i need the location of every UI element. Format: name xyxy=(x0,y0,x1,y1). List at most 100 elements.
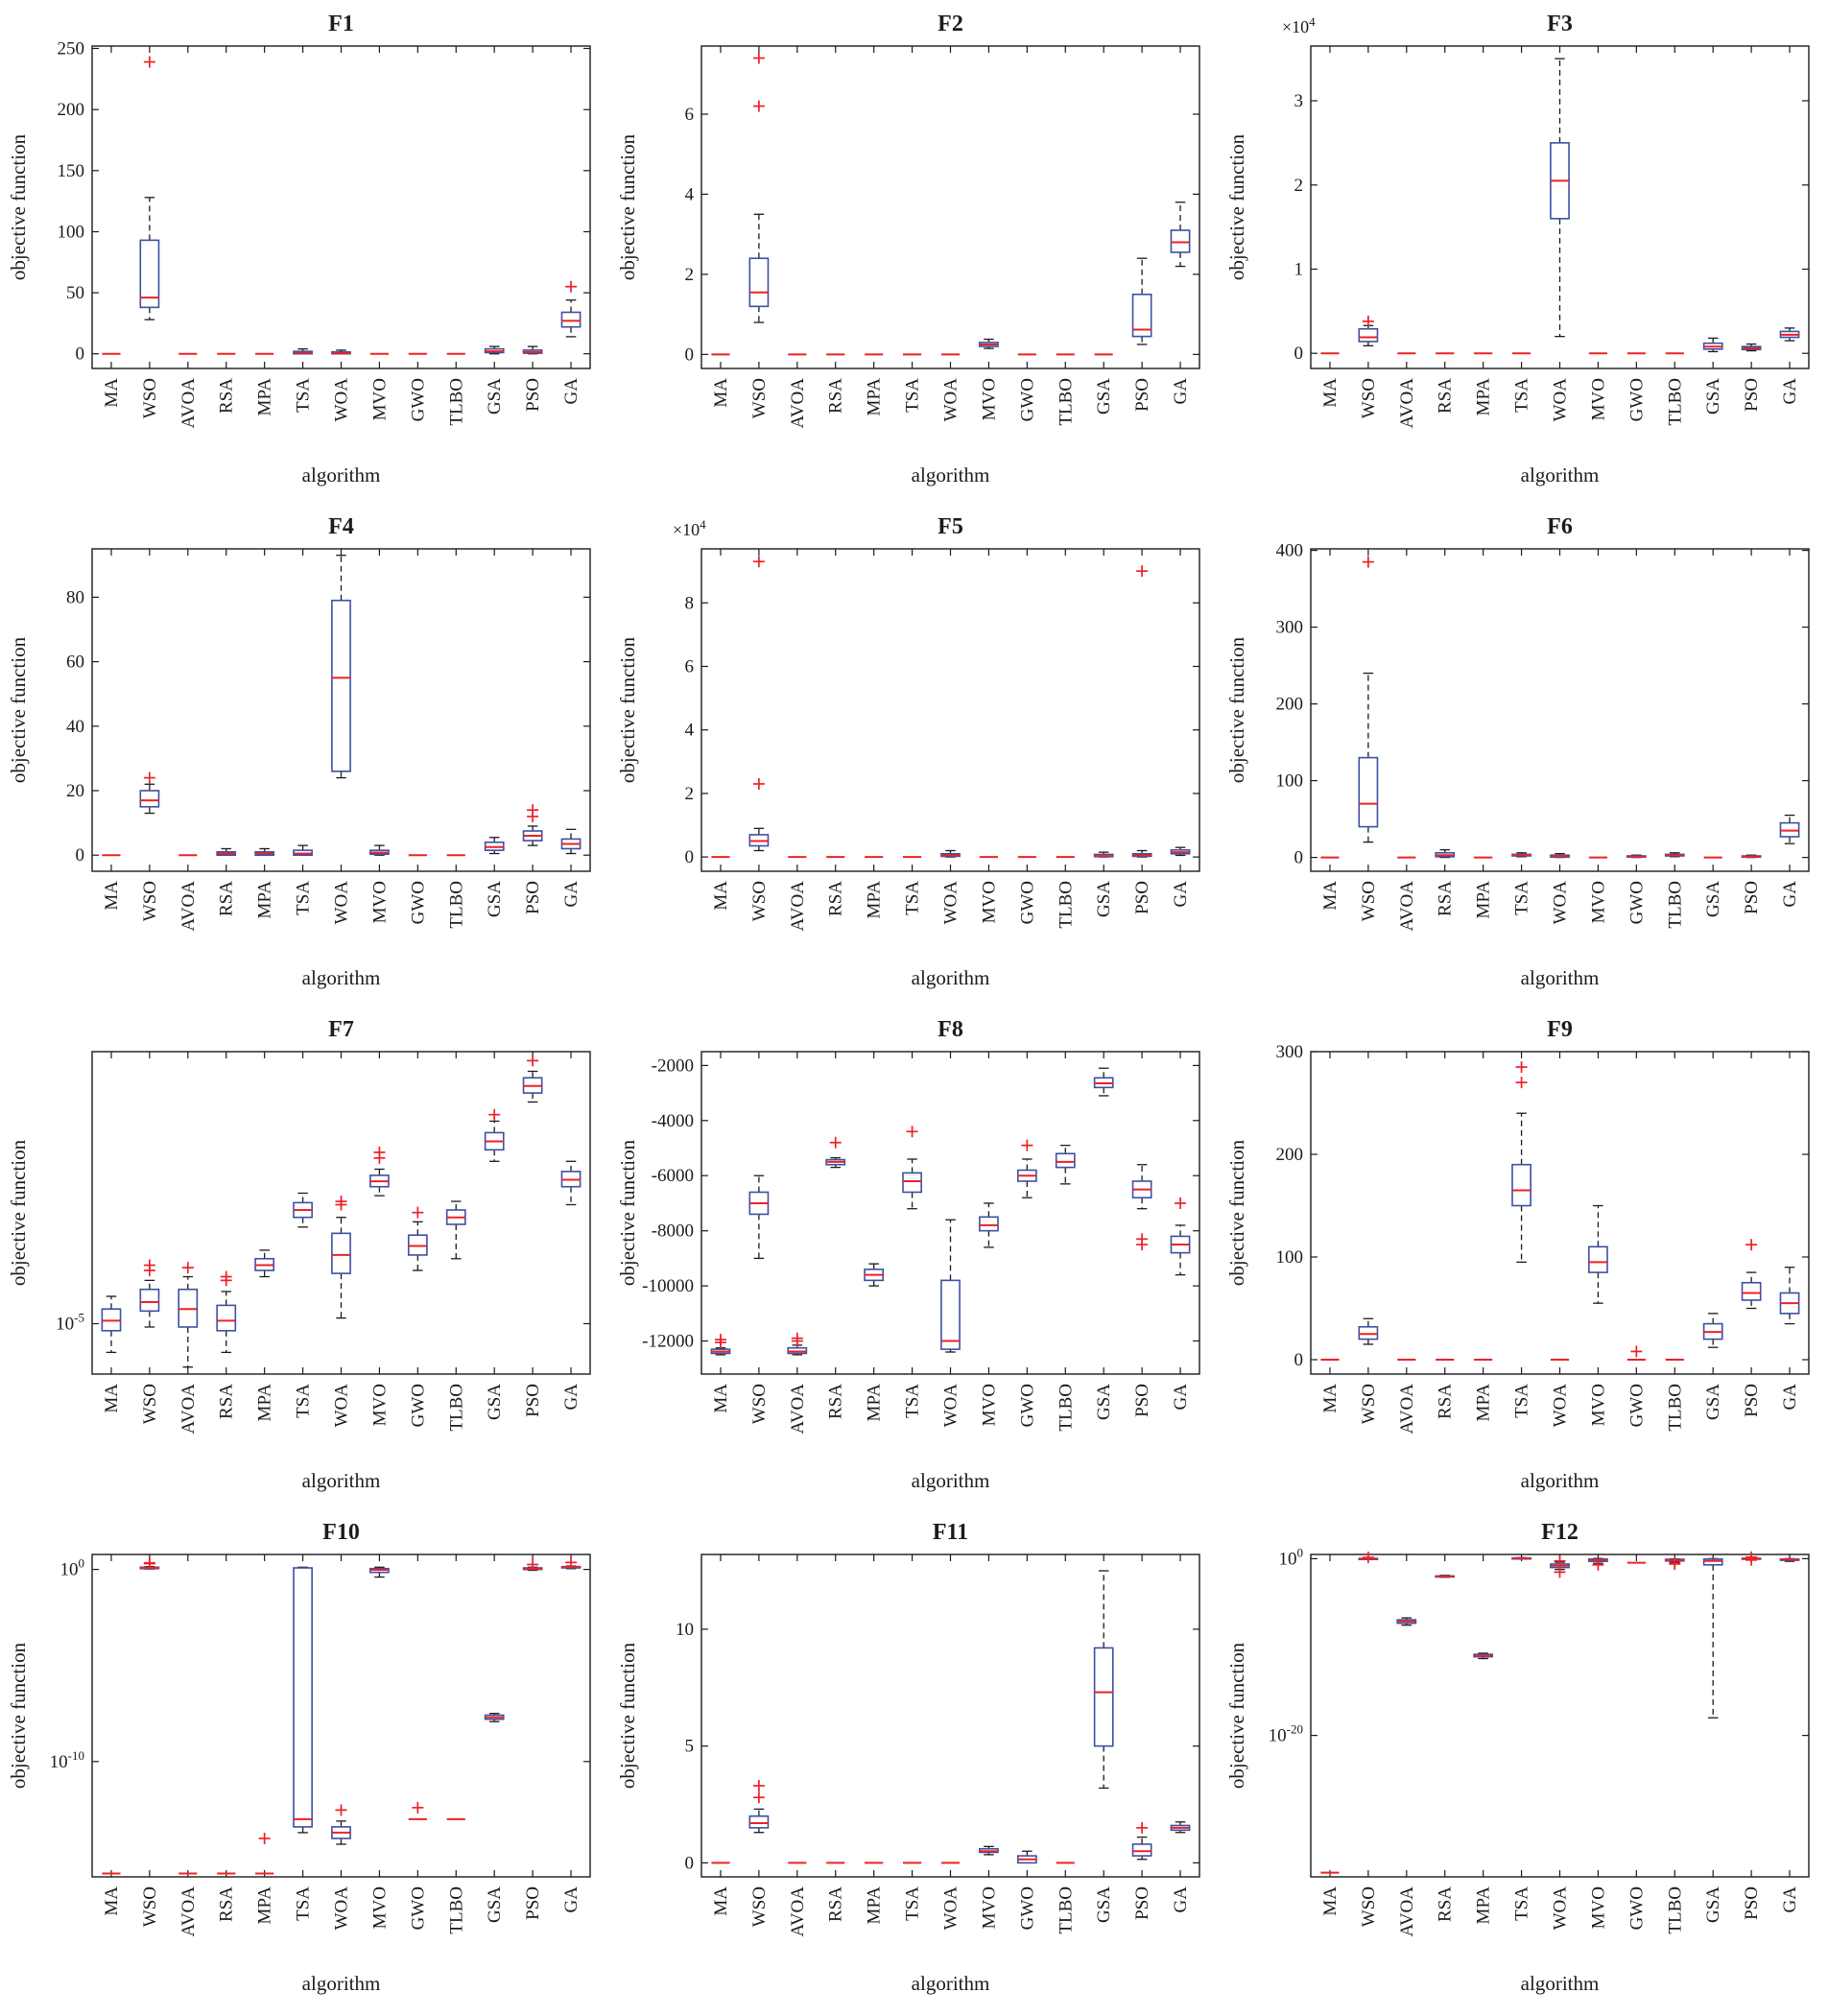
svg-text:GA: GA xyxy=(561,881,582,908)
svg-text:MPA: MPA xyxy=(1474,378,1494,416)
svg-text:MPA: MPA xyxy=(865,1384,885,1422)
svg-text:250: 250 xyxy=(58,39,85,59)
svg-text:PSO: PSO xyxy=(1742,1886,1762,1920)
svg-text:algorithm: algorithm xyxy=(1521,966,1600,989)
svg-text:RSA: RSA xyxy=(1436,1384,1456,1419)
svg-text:TLBO: TLBO xyxy=(1665,378,1685,426)
svg-text:objective function: objective function xyxy=(616,636,639,783)
svg-text:objective function: objective function xyxy=(1225,1642,1248,1789)
svg-text:objective function: objective function xyxy=(7,1139,30,1286)
svg-text:MA: MA xyxy=(711,1384,731,1413)
svg-text:RSA: RSA xyxy=(826,1886,846,1922)
svg-text:GWO: GWO xyxy=(1017,1886,1037,1930)
svg-text:RSA: RSA xyxy=(217,1886,237,1922)
svg-text:300: 300 xyxy=(1276,1042,1304,1062)
svg-text:MVO: MVO xyxy=(369,1384,390,1426)
svg-text:GSA: GSA xyxy=(485,1886,505,1923)
svg-text:TLBO: TLBO xyxy=(1665,1886,1685,1934)
svg-text:MA: MA xyxy=(102,1886,122,1916)
svg-text:AVOA: AVOA xyxy=(788,1886,808,1937)
svg-text:F2: F2 xyxy=(938,12,963,36)
svg-text:GA: GA xyxy=(561,378,582,405)
chart-f2: 0 2 4 6 MA WSO AVOA RSA MPA TSA WOA MVO GWO TLBO GSA PS… xyxy=(609,0,1219,503)
svg-text:MVO: MVO xyxy=(979,378,999,420)
svg-text:RSA: RSA xyxy=(826,1384,846,1419)
svg-text:F7: F7 xyxy=(328,1017,354,1042)
svg-text:GA: GA xyxy=(1780,1886,1800,1913)
svg-text:-4000: -4000 xyxy=(652,1111,694,1131)
svg-text:-6000: -6000 xyxy=(652,1166,694,1186)
svg-text:MA: MA xyxy=(1320,1886,1341,1916)
svg-text:8: 8 xyxy=(685,593,695,613)
svg-text:10-5: 10-5 xyxy=(56,1311,84,1335)
svg-text:-10000: -10000 xyxy=(642,1276,694,1296)
svg-text:objective function: objective function xyxy=(616,133,639,280)
svg-text:100: 100 xyxy=(1276,771,1304,792)
svg-text:F8: F8 xyxy=(938,1017,963,1042)
svg-text:F12: F12 xyxy=(1541,1520,1579,1545)
svg-text:TLBO: TLBO xyxy=(446,378,466,426)
svg-text:WOA: WOA xyxy=(1551,1886,1571,1931)
svg-text:F6: F6 xyxy=(1547,514,1573,539)
svg-text:MPA: MPA xyxy=(865,378,885,416)
svg-text:0: 0 xyxy=(76,845,85,866)
svg-text:×104: ×104 xyxy=(1282,14,1316,36)
svg-text:WSO: WSO xyxy=(749,1886,770,1927)
svg-text:algorithm: algorithm xyxy=(302,1972,381,1995)
svg-text:TSA: TSA xyxy=(903,1384,923,1418)
svg-text:MPA: MPA xyxy=(255,1384,275,1422)
svg-text:WOA: WOA xyxy=(941,1384,961,1428)
svg-text:TSA: TSA xyxy=(294,881,314,915)
svg-text:×104: ×104 xyxy=(673,517,706,539)
svg-text:GA: GA xyxy=(1171,1384,1191,1411)
svg-text:algorithm: algorithm xyxy=(302,966,381,989)
svg-text:PSO: PSO xyxy=(1132,1886,1152,1920)
svg-text:GSA: GSA xyxy=(485,1384,505,1420)
svg-text:GSA: GSA xyxy=(1703,1886,1723,1923)
svg-text:MA: MA xyxy=(1320,881,1341,911)
svg-text:GWO: GWO xyxy=(408,1886,428,1930)
svg-text:F3: F3 xyxy=(1547,12,1573,36)
svg-text:MPA: MPA xyxy=(1474,1384,1494,1422)
chart-f7: 10-5 MA WSO AVOA RSA MPA TSA WOA MVO GWO TLBO GSA PS… xyxy=(0,1006,609,1508)
svg-text:PSO: PSO xyxy=(1132,1384,1152,1417)
svg-text:algorithm: algorithm xyxy=(1521,1972,1600,1995)
svg-text:PSO: PSO xyxy=(1742,881,1762,914)
svg-text:200: 200 xyxy=(58,100,85,120)
svg-text:RSA: RSA xyxy=(1436,378,1456,414)
svg-text:WSO: WSO xyxy=(1359,378,1379,418)
svg-text:GA: GA xyxy=(561,1886,582,1913)
svg-text:GSA: GSA xyxy=(1094,1886,1114,1923)
svg-text:GA: GA xyxy=(1171,1886,1191,1913)
svg-text:algorithm: algorithm xyxy=(912,463,990,486)
svg-text:100: 100 xyxy=(58,223,85,243)
svg-text:10-10: 10-10 xyxy=(50,1748,84,1772)
svg-text:GWO: GWO xyxy=(1017,1384,1037,1427)
svg-text:100: 100 xyxy=(1279,1545,1304,1569)
svg-text:TSA: TSA xyxy=(903,378,923,413)
svg-text:RSA: RSA xyxy=(217,881,237,916)
svg-text:PSO: PSO xyxy=(1742,1384,1762,1417)
svg-text:MVO: MVO xyxy=(979,881,999,923)
svg-text:GSA: GSA xyxy=(1094,1384,1114,1420)
svg-text:MVO: MVO xyxy=(979,1886,999,1929)
svg-text:TSA: TSA xyxy=(294,1886,314,1921)
svg-text:GWO: GWO xyxy=(1626,881,1647,924)
svg-text:WOA: WOA xyxy=(332,378,352,422)
svg-text:WSO: WSO xyxy=(1359,1384,1379,1424)
svg-text:300: 300 xyxy=(1276,618,1304,638)
svg-text:MVO: MVO xyxy=(369,881,390,923)
svg-text:objective function: objective function xyxy=(7,133,30,280)
svg-text:TLBO: TLBO xyxy=(1056,378,1076,426)
svg-text:TSA: TSA xyxy=(1512,881,1532,915)
svg-text:MA: MA xyxy=(102,378,122,408)
svg-text:10: 10 xyxy=(676,1620,694,1640)
svg-text:RSA: RSA xyxy=(1436,1886,1456,1922)
svg-text:GWO: GWO xyxy=(1626,1384,1647,1427)
svg-text:AVOA: AVOA xyxy=(1397,1886,1417,1937)
svg-text:GWO: GWO xyxy=(408,378,428,421)
svg-text:F11: F11 xyxy=(933,1520,968,1545)
svg-text:GSA: GSA xyxy=(1094,881,1114,917)
boxplot-svg: 100 10-10 MA WSO AVOA RSA MPA TSA WOA MVO GWO TLBO G… xyxy=(7,1520,591,1995)
